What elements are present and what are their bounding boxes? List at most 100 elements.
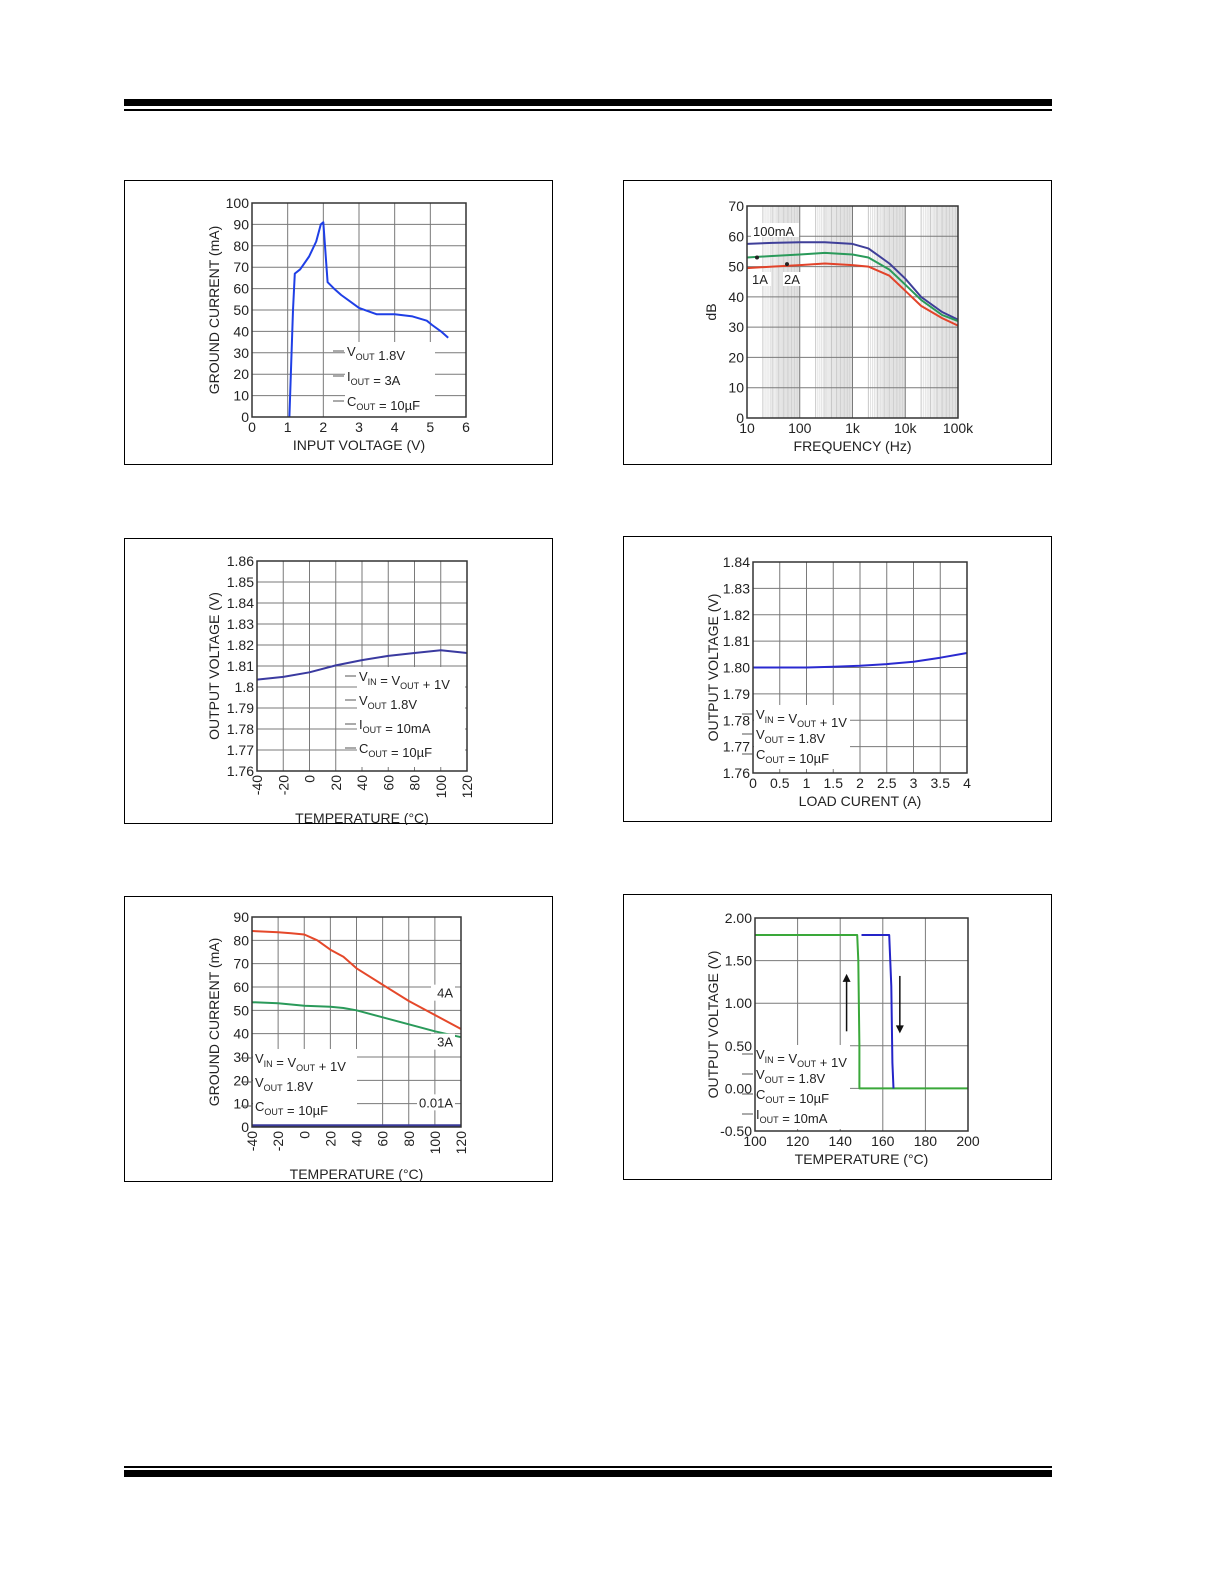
y-tick-label: 80 <box>233 932 249 948</box>
condition-label: IOUT = 10mA <box>756 1107 828 1126</box>
x-tick-label: 0.5 <box>770 775 790 791</box>
condition-label: IOUT = 3A <box>347 369 401 388</box>
x-tick-label: 100k <box>943 420 974 436</box>
y-tick-label: 1.76 <box>723 765 750 781</box>
y-tick-label: 30 <box>233 345 249 361</box>
x-tick-label: 80 <box>407 775 423 791</box>
y-tick-label: 60 <box>233 281 249 297</box>
x-tick-label: 1 <box>803 775 811 791</box>
x-tick-label: 200 <box>956 1133 980 1149</box>
x-tick-label: 1 <box>284 419 292 435</box>
condition-label: VIN = VOUT + 1V <box>359 669 450 692</box>
chart-svg-c1: 0 10 20 30 40 50 60 70 80 90 100 0 1 2 3 4 5 6 INPUT VOLTA… <box>206 195 470 453</box>
x-tick-label: 5 <box>426 419 434 435</box>
x-tick-label: 40 <box>349 1131 365 1147</box>
condition-label: VOUT 1.8V <box>359 693 417 712</box>
series-marker-2a <box>785 262 789 267</box>
label-bg <box>431 984 455 1001</box>
y-tick-label: 1.81 <box>723 633 750 649</box>
y-tick-label: 1.50 <box>725 953 752 969</box>
footer-rule-thin <box>124 1466 1052 1468</box>
y-axis-title: OUTPUT VOLTAGE (V) <box>705 951 721 1099</box>
x-axis-title: LOAD CURENT (A) <box>799 793 922 809</box>
label-bg <box>751 223 799 237</box>
y-tick-label: 1.84 <box>227 595 254 611</box>
axes-frame <box>746 205 959 419</box>
x-tick-label: 6 <box>462 419 470 435</box>
series-line-3a <box>251 1001 462 1039</box>
annotation-box <box>754 1045 850 1129</box>
x-tick-label: 160 <box>871 1133 895 1149</box>
y-tick-label: 1.78 <box>723 712 750 728</box>
series-label-1a: 1A <box>752 272 768 287</box>
chart-panel-output-voltage-vs-load-current: 1.76 1.77 1.78 1.79 1.80 1.81 1.82 1.83 1.84 0 0.5… <box>623 536 1052 822</box>
axes-frame <box>256 560 468 772</box>
condition-label: VOUT 1.8V <box>255 1075 313 1094</box>
x-tick-label: 80 <box>401 1131 417 1147</box>
condition-label: VIN = VOUT + 1V <box>255 1051 346 1074</box>
condition-label: COUT = 10µF <box>359 741 432 760</box>
y-tick-label: 2.00 <box>725 910 752 926</box>
series-line-2a <box>746 262 959 327</box>
x-tick-label: 2.5 <box>877 775 897 791</box>
x-tick-label: 2 <box>319 419 327 435</box>
x-tick-label: 20 <box>322 1131 338 1147</box>
condition-label: IOUT = 10mA <box>359 717 431 736</box>
x-tick-label: 100 <box>788 420 812 436</box>
y-tick-label: 40 <box>728 289 744 305</box>
x-tick-label: 2 <box>856 775 864 791</box>
label-bg <box>783 272 805 286</box>
chart-svg-c6: -0.50 0.00 0.50 1.00 1.50 2.00 100 120 140 160 180… <box>705 910 980 1167</box>
x-tick-label: 0 <box>296 1131 312 1139</box>
y-tick-label: 1.79 <box>723 686 750 702</box>
y-tick-label: 30 <box>728 319 744 335</box>
x-tick-label: 3 <box>910 775 918 791</box>
chart-panel-output-voltage-vs-temperature: 1.76 1.77 1.78 1.79 1.8 1.81 1.82 1.83 1.84 1.85 1… <box>124 538 553 825</box>
chart-panel-ground-current-vs-input-voltage: 0 10 20 30 40 50 60 70 80 90 100 0 1 2 3 4 5 6 INPUT VOLTA… <box>124 180 553 465</box>
y-tick-label: 1.83 <box>227 616 254 632</box>
y-tick-label: 40 <box>233 1026 249 1042</box>
condition-label: COUT = 10µF <box>347 394 420 413</box>
x-axis-title: INPUT VOLTAGE (V) <box>293 437 425 453</box>
series-label-0-01a: 0.01A <box>419 1095 453 1110</box>
y-tick-label: 0 <box>736 410 744 426</box>
y-tick-label: 0.00 <box>725 1080 752 1096</box>
y-tick-label: 1.81 <box>227 658 254 674</box>
y-tick-label: 50 <box>233 302 249 318</box>
series-line-4a <box>251 930 462 1030</box>
condition-label: VIN = VOUT + 1V <box>756 707 847 730</box>
y-tick-label: 90 <box>233 216 249 232</box>
annotation-box <box>345 342 435 421</box>
y-tick-label: 10 <box>233 388 249 404</box>
x-tick-label: 0 <box>302 775 318 783</box>
x-tick-label: 10k <box>894 420 918 436</box>
header-rule-thin <box>124 109 1052 111</box>
x-tick-label: 3.5 <box>931 775 951 791</box>
y-tick-label: -0.50 <box>720 1123 752 1139</box>
y-axis-title: OUTPUT VOLTAGE (V) <box>206 592 222 740</box>
x-tick-label: 100 <box>743 1133 767 1149</box>
condition-label: COUT = 10µF <box>255 1099 328 1118</box>
y-tick-label: 1.82 <box>227 637 254 653</box>
y-tick-label: 0 <box>241 409 249 425</box>
x-tick-label: -40 <box>244 1131 260 1151</box>
series-label-4a: 4A <box>437 986 453 1001</box>
x-tick-label: 0 <box>749 775 757 791</box>
series-line-1 <box>755 934 968 1090</box>
chart-panel-thermal-shutdown: -0.50 0.00 0.50 1.00 1.50 2.00 100 120 140 160 180… <box>623 894 1052 1180</box>
y-tick-label: 1.78 <box>227 721 254 737</box>
y-tick-label: 20 <box>728 349 744 365</box>
y-tick-label: 10 <box>233 1096 249 1112</box>
series-line-2 <box>861 934 895 1089</box>
y-tick-label: 60 <box>233 979 249 995</box>
y-tick-label: 100 <box>226 195 250 211</box>
annotation-box <box>253 1049 357 1125</box>
x-tick-label: 20 <box>328 775 344 791</box>
x-tick-label: 140 <box>829 1133 853 1149</box>
y-tick-label: 10 <box>728 380 744 396</box>
x-tick-label: 4 <box>963 775 971 791</box>
x-tick-label: -20 <box>270 1131 286 1151</box>
y-tick-label: 70 <box>233 259 249 275</box>
y-axis-title: GROUND CURRENT (mA) <box>206 938 222 1107</box>
series-label-3a: 3A <box>437 1035 453 1050</box>
